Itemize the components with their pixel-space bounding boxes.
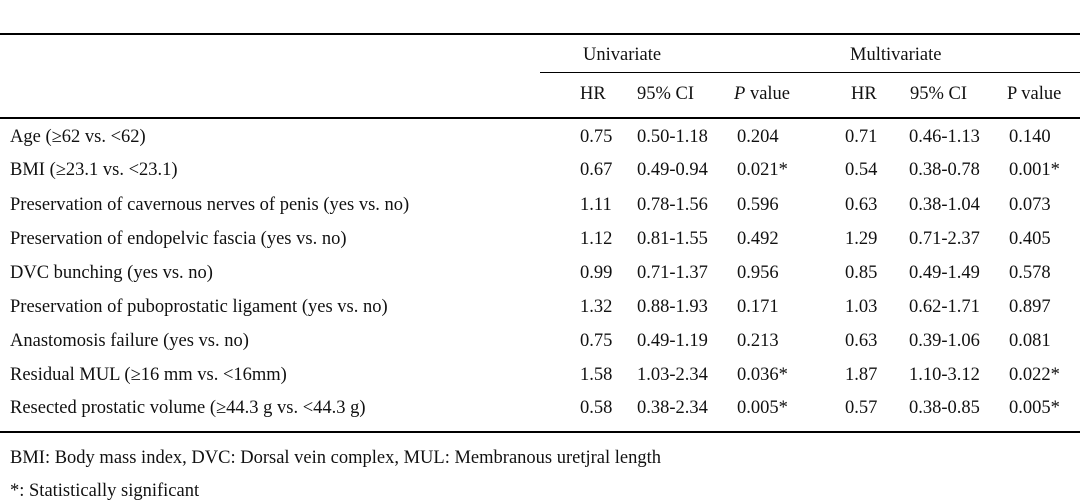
uni-hr: 0.99 (580, 263, 613, 283)
uni-ci: 0.49-1.19 (637, 331, 708, 351)
multi-p: 0.005* (1009, 398, 1060, 418)
uni-ci: 0.88-1.93 (637, 297, 708, 317)
uni-p: 0.036* (737, 365, 788, 385)
multi-p: 0.140 (1009, 127, 1051, 147)
multi-p: 0.001* (1009, 160, 1060, 180)
row-label: Preservation of cavernous nerves of peni… (10, 195, 410, 215)
row-label: Preservation of puboprostatic ligament (… (10, 297, 388, 317)
header-multi-ci: 95% CI (910, 84, 968, 104)
multi-ci: 0.38-0.85 (909, 398, 980, 418)
multi-hr: 0.63 (845, 195, 878, 215)
header-uni-p: P value (734, 83, 790, 105)
row-label: DVC bunching (yes vs. no) (10, 263, 213, 283)
header-multi-p: P value (1007, 84, 1062, 104)
multi-p: 0.073 (1009, 195, 1051, 215)
multi-ci: 0.49-1.49 (909, 263, 980, 283)
multi-hr: 1.87 (845, 365, 878, 385)
uni-hr: 1.11 (580, 195, 612, 215)
multi-p: 0.081 (1009, 331, 1051, 351)
uni-hr: 1.12 (580, 229, 613, 249)
uni-hr: 0.58 (580, 398, 613, 418)
uni-hr: 1.32 (580, 297, 613, 317)
multi-hr: 0.85 (845, 263, 878, 283)
uni-p: 0.596 (737, 195, 779, 215)
uni-hr: 0.75 (580, 127, 613, 147)
multi-ci: 0.39-1.06 (909, 331, 980, 351)
multi-ci: 0.46-1.13 (909, 127, 980, 147)
uni-p: 0.213 (737, 331, 779, 351)
column-header-rule (0, 117, 1080, 119)
multi-p: 0.405 (1009, 229, 1051, 249)
multi-ci: 0.38-1.04 (909, 195, 980, 215)
group-label-multivariate: Multivariate (850, 45, 942, 65)
multi-ci: 0.62-1.71 (909, 297, 980, 317)
header-uni-ci: 95% CI (637, 84, 695, 104)
header-uni-p-rest: value (745, 84, 790, 104)
multi-hr: 0.63 (845, 331, 878, 351)
header-uni-hr: HR (580, 84, 606, 104)
uni-ci: 0.38-2.34 (637, 398, 708, 418)
row-label: Age (≥62 vs. <62) (10, 127, 146, 147)
uni-hr: 1.58 (580, 365, 613, 385)
uni-p: 0.492 (737, 229, 779, 249)
uni-ci: 0.50-1.18 (637, 127, 708, 147)
uni-p: 0.204 (737, 127, 779, 147)
uni-hr: 0.67 (580, 160, 613, 180)
multi-hr: 0.57 (845, 398, 878, 418)
uni-p: 0.021* (737, 160, 788, 180)
header-uni-p-italic: P (734, 84, 746, 104)
uni-ci: 0.71-1.37 (637, 263, 708, 283)
group-label-univariate: Univariate (583, 45, 662, 65)
multi-p: 0.578 (1009, 263, 1051, 283)
table-bottom-rule (0, 431, 1080, 433)
uni-ci: 0.81-1.55 (637, 229, 708, 249)
multi-p: 0.022* (1009, 365, 1060, 385)
footnote-abbreviations: BMI: Body mass index, DVC: Dorsal vein c… (10, 448, 662, 468)
footnote-significance: *: Statistically significant (10, 481, 200, 501)
row-label: Anastomosis failure (yes vs. no) (10, 331, 249, 351)
multi-p: 0.897 (1009, 297, 1051, 317)
row-label: Residual MUL (≥16 mm vs. <16mm) (10, 365, 287, 385)
multi-hr: 0.71 (845, 127, 878, 147)
uni-p: 0.956 (737, 263, 779, 283)
multi-hr: 1.29 (845, 229, 878, 249)
multi-hr: 0.54 (845, 160, 878, 180)
uni-p: 0.171 (737, 297, 779, 317)
uni-ci: 0.49-0.94 (637, 160, 708, 180)
multi-ci: 0.71-2.37 (909, 229, 980, 249)
row-label: Resected prostatic volume (≥44.3 g vs. <… (10, 398, 366, 418)
uni-p: 0.005* (737, 398, 788, 418)
uni-ci: 0.78-1.56 (637, 195, 708, 215)
table-top-rule (0, 33, 1080, 35)
row-label: BMI (≥23.1 vs. <23.1) (10, 160, 178, 180)
group-header-rule (540, 72, 1080, 73)
header-multi-hr: HR (851, 84, 877, 104)
uni-hr: 0.75 (580, 331, 613, 351)
multi-ci: 0.38-0.78 (909, 160, 980, 180)
uni-ci: 1.03-2.34 (637, 365, 708, 385)
multi-ci: 1.10-3.12 (909, 365, 980, 385)
row-label: Preservation of endopelvic fascia (yes v… (10, 229, 347, 249)
multi-hr: 1.03 (845, 297, 878, 317)
